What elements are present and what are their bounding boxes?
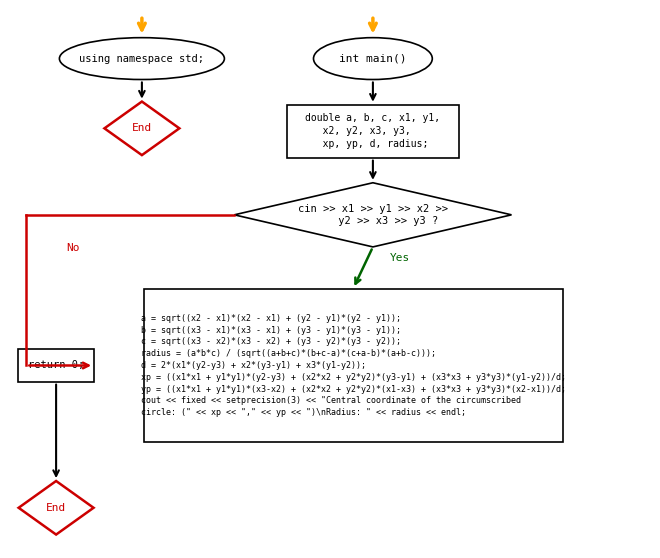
Bar <box>144 289 563 442</box>
Text: End: End <box>46 503 66 513</box>
Text: End: End <box>132 123 152 133</box>
Text: using namespace std;: using namespace std; <box>79 54 205 64</box>
Bar <box>287 105 459 157</box>
Polygon shape <box>104 102 180 155</box>
Ellipse shape <box>59 37 224 79</box>
Text: cin >> x1 >> y1 >> x2 >>
     y2 >> x3 >> y3 ?: cin >> x1 >> y1 >> x2 >> y2 >> x3 >> y3 … <box>298 204 448 225</box>
Polygon shape <box>234 183 512 247</box>
Ellipse shape <box>314 37 432 79</box>
Text: double a, b, c, x1, y1,
   x2, y2, x3, y3,
   xp, yp, d, radius;: double a, b, c, x1, y1, x2, y2, x3, y3, … <box>306 113 440 150</box>
Polygon shape <box>18 481 94 535</box>
Text: int main(): int main() <box>339 54 407 64</box>
Bar <box>18 349 94 382</box>
Text: Yes: Yes <box>389 253 410 263</box>
Text: return 0;: return 0; <box>28 360 84 371</box>
Text: No: No <box>66 243 79 253</box>
Text: a = sqrt((x2 - x1)*(x2 - x1) + (y2 - y1)*(y2 - y1));
b = sqrt((x3 - x1)*(x3 - x1: a = sqrt((x2 - x1)*(x2 - x1) + (y2 - y1)… <box>141 314 566 417</box>
